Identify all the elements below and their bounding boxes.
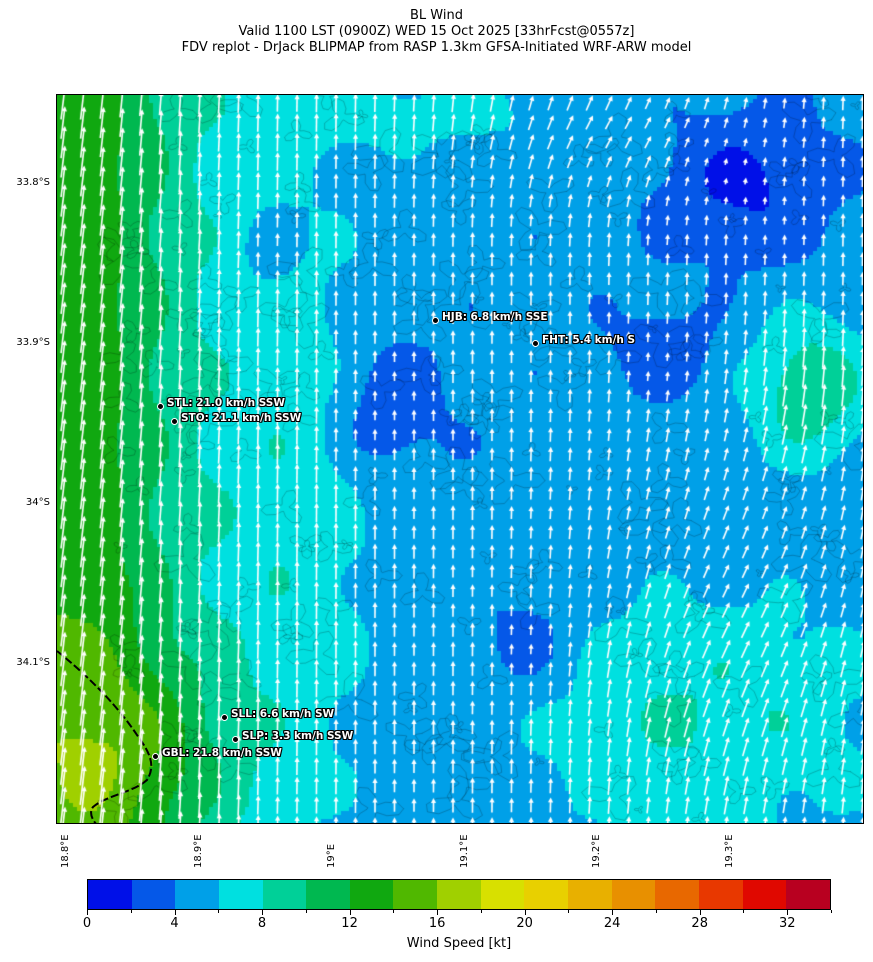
colorbar-tick	[787, 910, 789, 915]
colorbar-tick	[174, 910, 176, 915]
colorbar-tick	[437, 910, 439, 915]
colorbar-bin	[393, 880, 438, 909]
colorbar-tick	[262, 910, 264, 915]
colorbar-bin	[568, 880, 612, 909]
lat-tick-label: 33.9°S	[16, 337, 50, 348]
colorbar-tick	[349, 910, 351, 915]
colorbar-bin	[480, 880, 525, 909]
colorbar-bin	[88, 880, 132, 909]
colorbar-tick-label: 24	[603, 916, 621, 931]
colorbar-tick-label: 28	[691, 916, 708, 931]
colorbar-tick	[524, 910, 526, 915]
station-marker	[531, 339, 539, 347]
station-marker	[151, 752, 159, 760]
colorbar-bin	[218, 880, 263, 909]
chart-title: BL Wind	[410, 8, 463, 23]
lat-tick-label: 33.8°S	[16, 177, 50, 188]
colorbar-bin	[611, 880, 656, 909]
colorbar-tick	[699, 910, 701, 915]
colorbar-bin	[437, 880, 481, 909]
colorbar-tick-label: 4	[170, 916, 179, 931]
station-label: SLL: 6.6 km/h SW	[231, 708, 335, 720]
chart-subtitle-valid: Valid 1100 LST (0900Z) WED 15 Oct 2025 […	[238, 24, 635, 39]
lon-tick-label: 19.1°E	[459, 834, 470, 868]
station-label: STL: 21.0 km/h SSW	[167, 397, 285, 409]
station-marker	[156, 402, 164, 410]
station-label: GBL: 21.8 km/h SSW	[162, 747, 282, 759]
colorbar-tick-label: 0	[82, 916, 92, 931]
colorbar-tick	[393, 910, 395, 913]
colorbar-tick-label: 20	[516, 916, 533, 931]
colorbar-label: Wind Speed [kt]	[406, 936, 512, 951]
lon-tick-label: 18.9°E	[193, 834, 204, 868]
station-marker	[170, 417, 178, 425]
lon-tick-label: 19.3°E	[724, 834, 735, 868]
colorbar-tick	[480, 910, 482, 913]
lat-tick-label: 34.1°S	[16, 657, 50, 668]
colorbar-tick	[218, 910, 220, 913]
wind-map	[56, 94, 864, 824]
colorbar-bin	[655, 880, 699, 909]
station-marker	[220, 713, 228, 721]
colorbar-tick	[305, 910, 307, 913]
chart-subtitle-source: FDV replot - DrJack BLIPMAP from RASP 1.…	[181, 40, 692, 55]
station-label: HJB: 6.8 km/h SSE	[442, 311, 548, 323]
lon-tick-label: 19.2°E	[591, 834, 602, 868]
station-label: SLP: 3.3 km/h SSW	[242, 730, 354, 742]
colorbar-tick-label: 8	[257, 916, 267, 931]
lon-tick-label: 18.8°E	[60, 834, 71, 868]
colorbar-tick-label: 16	[428, 916, 446, 931]
lat-tick-label: 34°S	[25, 497, 50, 508]
colorbar-bin	[524, 880, 569, 909]
colorbar-tick-label: 32	[778, 916, 796, 931]
colorbar-tick	[743, 910, 745, 913]
colorbar-bin	[698, 880, 743, 909]
colorbar-tick	[130, 910, 132, 913]
colorbar	[87, 879, 831, 910]
colorbar-tick-label: 12	[341, 916, 358, 931]
colorbar-tick	[87, 910, 88, 915]
colorbar-bin	[742, 880, 787, 909]
colorbar-bin	[262, 880, 307, 909]
station-label: FHT: 5.4 km/h S	[542, 334, 636, 346]
colorbar-tick	[568, 910, 570, 913]
station-marker	[431, 316, 439, 324]
wind-vectors	[57, 95, 863, 823]
colorbar-bin	[306, 880, 350, 909]
colorbar-bin	[349, 880, 394, 909]
station-label: STO: 21.1 km/h SSW	[181, 412, 302, 424]
colorbar-bin	[786, 880, 830, 909]
colorbar-bin	[131, 880, 176, 909]
colorbar-tick	[655, 910, 657, 913]
lon-tick-label: 19°E	[326, 843, 337, 868]
colorbar-tick	[831, 910, 832, 913]
colorbar-bin	[175, 880, 219, 909]
colorbar-tick	[612, 910, 614, 915]
station-marker	[231, 735, 239, 743]
